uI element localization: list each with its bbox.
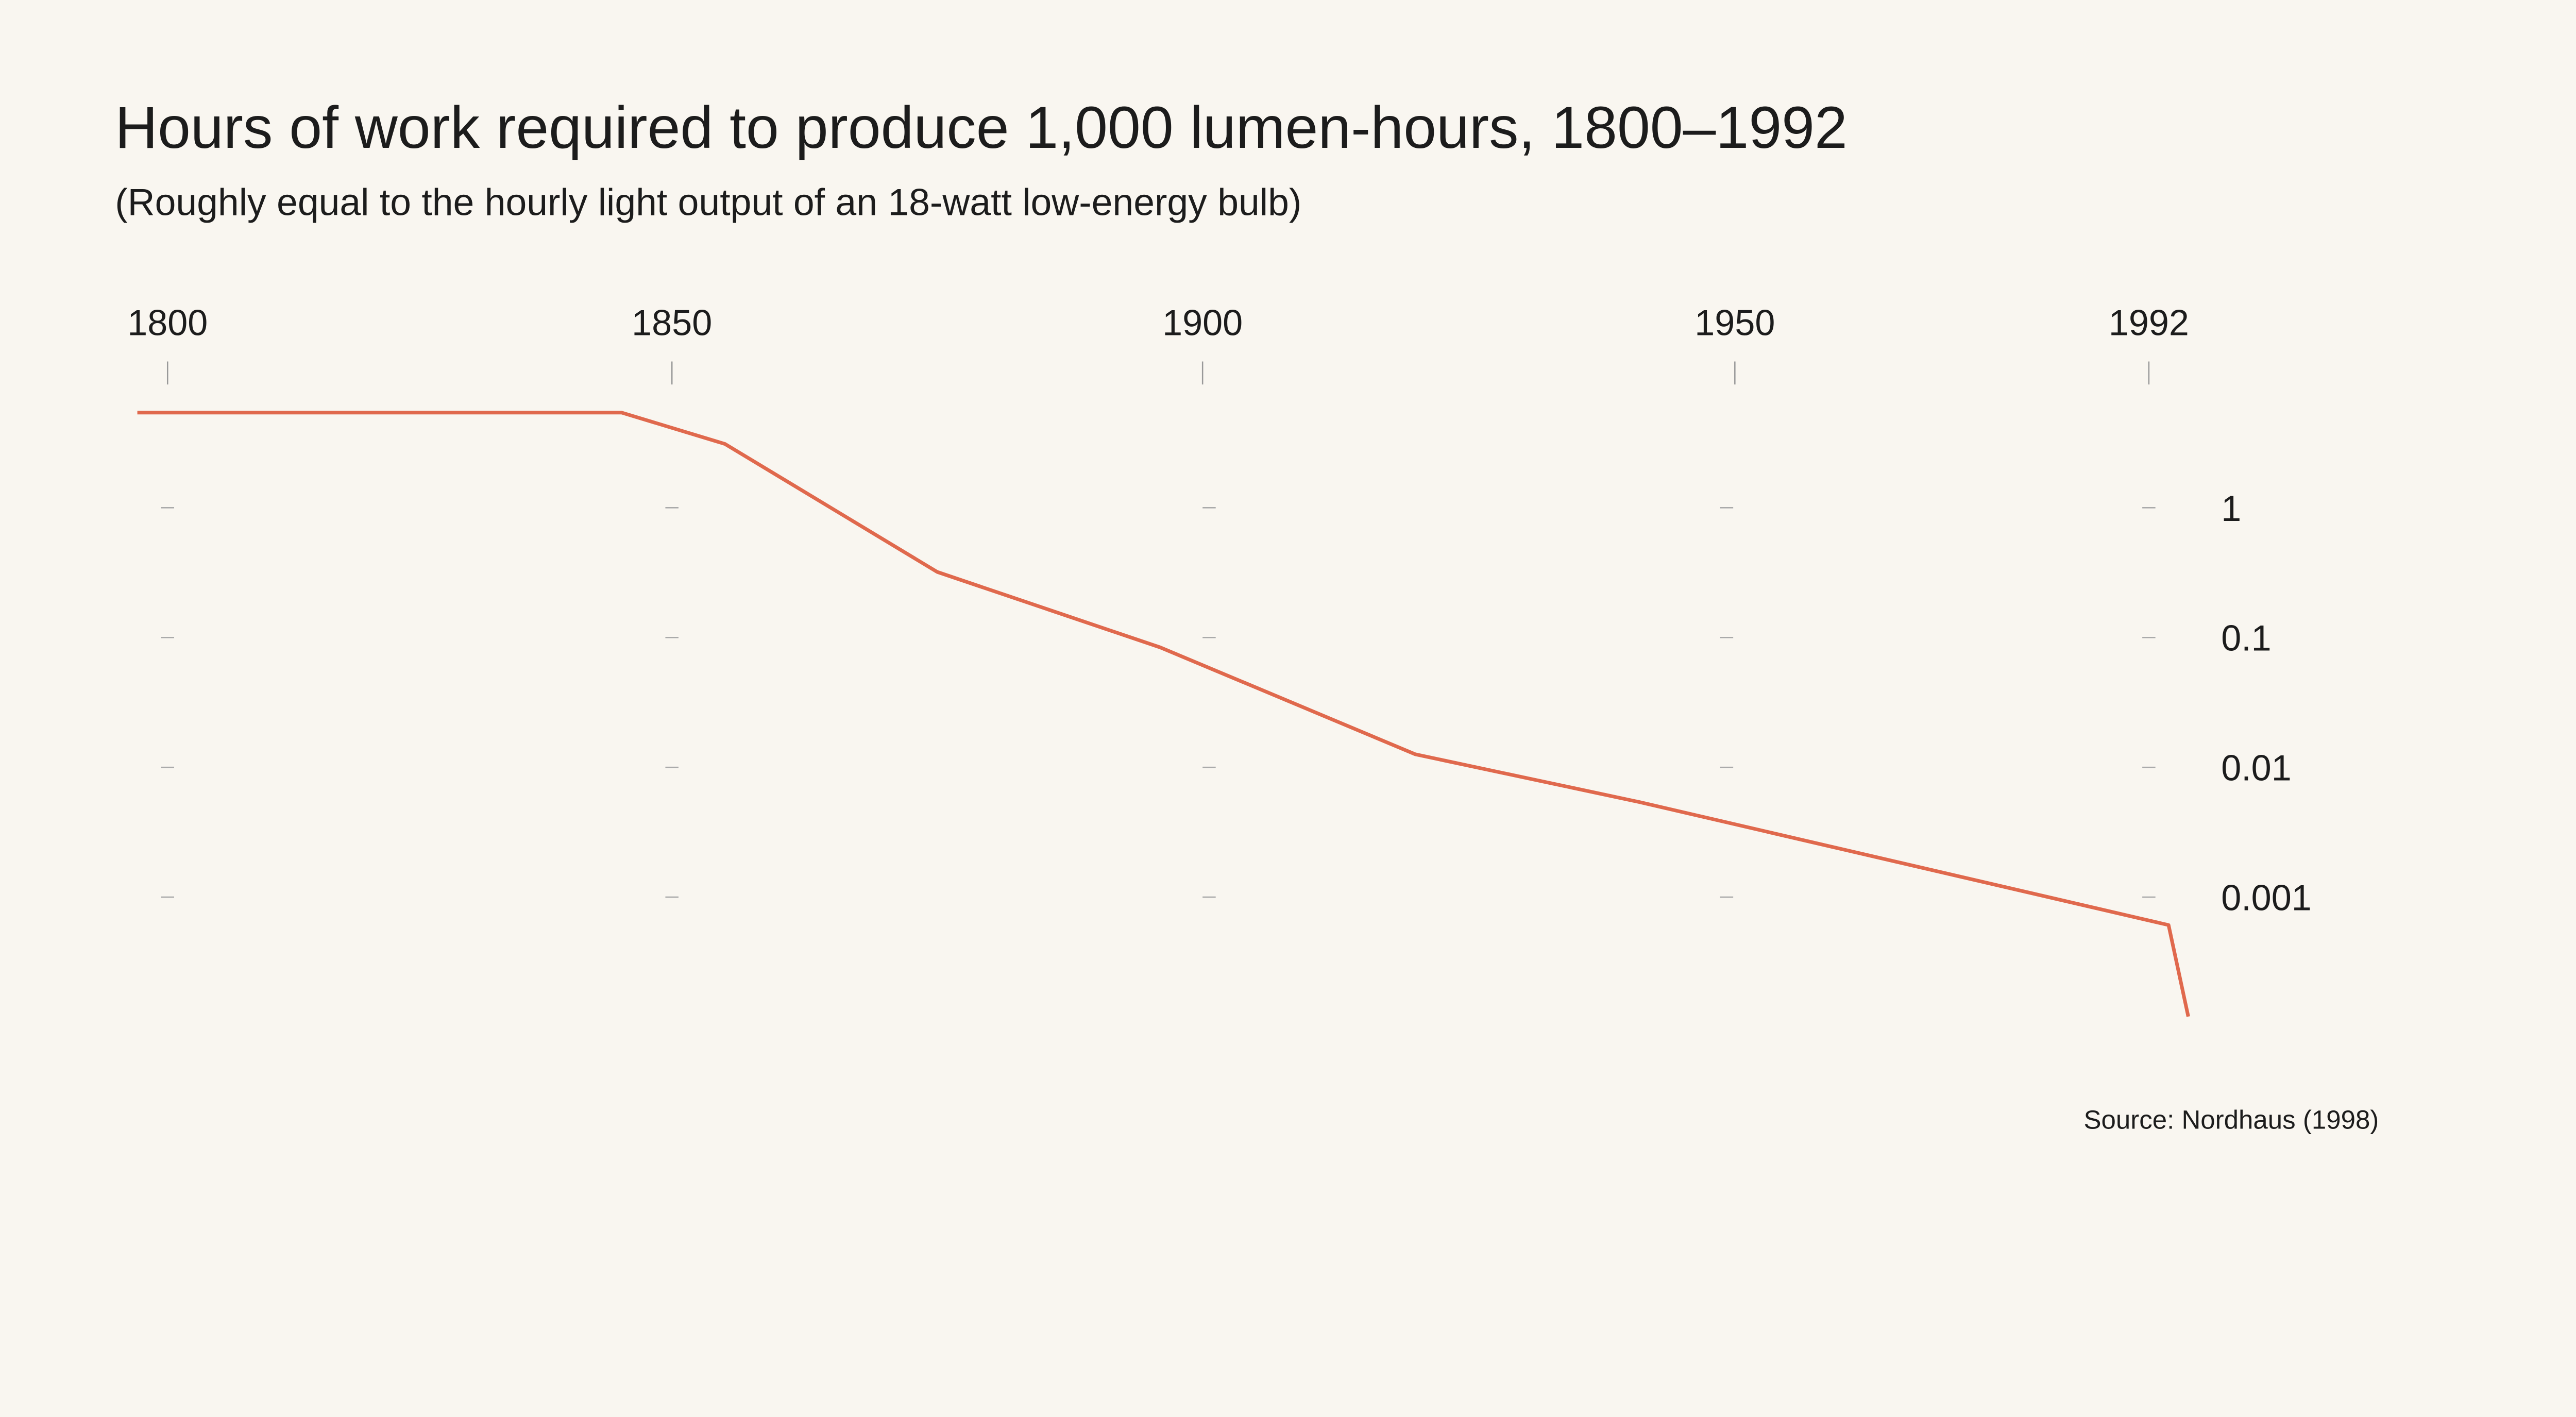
y-tick-label: 0.01 — [2221, 748, 2292, 788]
x-tick-label: 1950 — [1694, 302, 1775, 343]
x-tick-label: 1800 — [127, 302, 208, 343]
y-tick-label: 1 — [2221, 488, 2241, 529]
x-axis: 1800 1850 1900 1950 1992 — [127, 302, 2189, 385]
source-note: Source: Nordhaus (1998) — [2083, 1105, 2379, 1135]
grid-marks — [137, 412, 2189, 1017]
x-tick-label: 1900 — [1162, 302, 1243, 343]
x-tick-label: 1850 — [632, 302, 712, 343]
background — [0, 0, 2576, 1245]
x-tick-label: 1992 — [2109, 302, 2189, 343]
y-axis: 1 0.1 0.01 0.001 — [2221, 488, 2312, 918]
y-tick-label: 0.001 — [2221, 878, 2312, 918]
y-tick-label: 0.1 — [2221, 618, 2272, 659]
chart-subtitle: (Roughly equal to the hourly light outpu… — [115, 181, 1301, 224]
chart-title: Hours of work required to produce 1,000 … — [115, 95, 1848, 161]
chart: Hours of work required to produce 1,000 … — [0, 0, 2576, 1245]
series-line — [137, 411, 2190, 1017]
